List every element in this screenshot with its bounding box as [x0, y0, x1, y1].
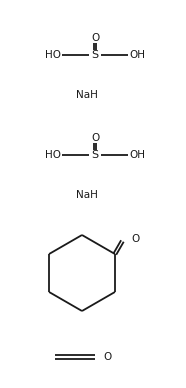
- Text: O: O: [131, 234, 140, 244]
- Text: O: O: [91, 33, 99, 43]
- Text: O: O: [91, 133, 99, 143]
- Text: S: S: [92, 50, 99, 60]
- Text: NaH: NaH: [76, 190, 98, 200]
- Text: NaH: NaH: [76, 90, 98, 100]
- Text: O: O: [103, 352, 111, 362]
- Text: HO: HO: [45, 50, 61, 60]
- Text: OH: OH: [129, 150, 145, 160]
- Text: HO: HO: [45, 150, 61, 160]
- Text: S: S: [92, 150, 99, 160]
- Text: OH: OH: [129, 50, 145, 60]
